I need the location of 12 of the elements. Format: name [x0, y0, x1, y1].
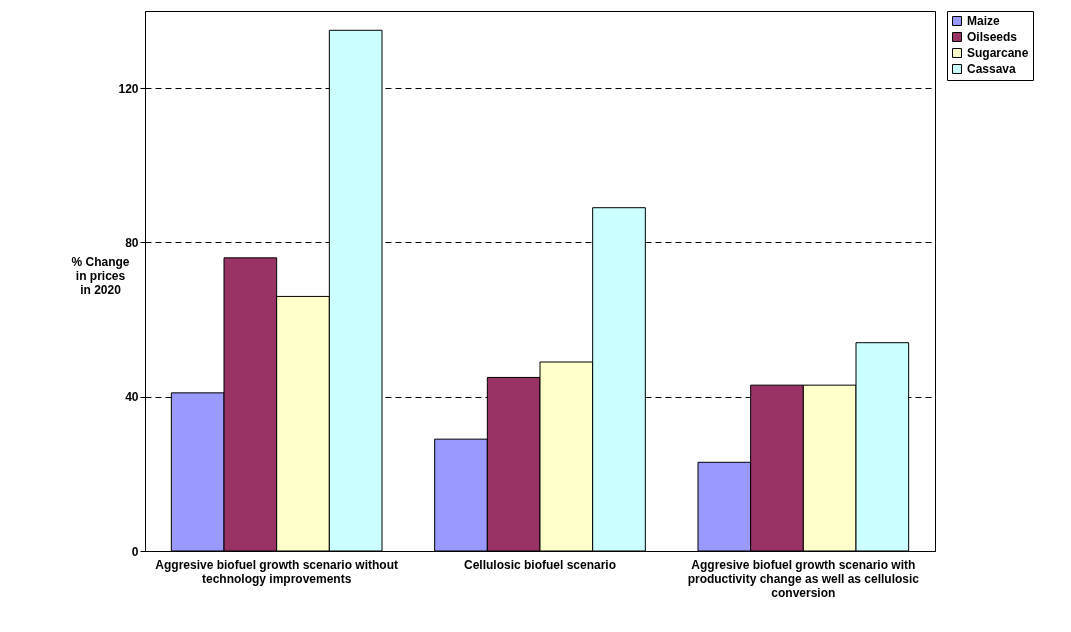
x-tick-label: Aggresive biofuel growth scenario with productivity change as well as cellulosic conversion — [687, 557, 920, 600]
y-tick-label: 0 — [131, 544, 139, 559]
y-tick-label: 80 — [125, 235, 139, 250]
legend-label: Sugarcane — [967, 46, 1029, 60]
x-tick-label: Aggresive biofuel growth scenario without technology improvements — [155, 557, 399, 586]
legend-label: Cassava — [967, 62, 1017, 76]
x-tick-label: Cellulosic biofuel scenario — [463, 557, 617, 572]
y-tick-label: 120 — [118, 81, 139, 96]
y-tick-label: 40 — [125, 390, 139, 405]
legend-label: Maize — [967, 14, 1000, 28]
legend-label: Oilseeds — [967, 30, 1018, 44]
y-axis-title: % Change in prices in 2020 — [71, 254, 130, 297]
